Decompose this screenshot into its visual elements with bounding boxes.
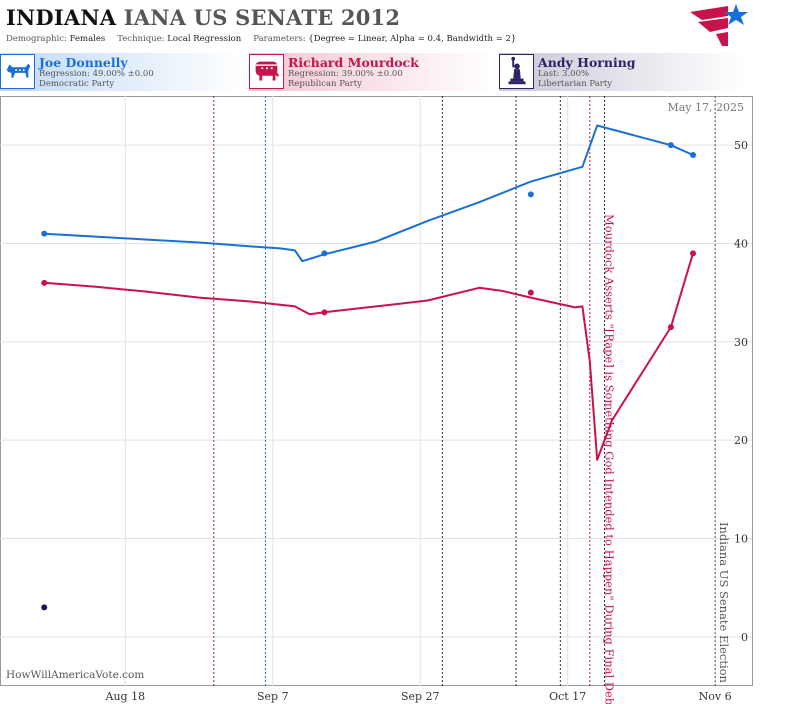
data-point bbox=[690, 152, 697, 158]
candidate-legend: Joe Donnelly Regression: 49.00% ±0.00 De… bbox=[0, 53, 750, 93]
watermark: HowWillAmericaVote.com bbox=[6, 669, 144, 681]
candidate-card-republican[interactable]: Richard Mourdock Regression: 39.00% ±0.0… bbox=[249, 53, 494, 91]
x-tick-label: Nov 6 bbox=[699, 690, 732, 703]
candidate-name: Richard Mourdock bbox=[288, 55, 419, 70]
series-lines bbox=[41, 124, 697, 611]
candidate-last-value: Last: 3.00% bbox=[538, 69, 590, 79]
site-logo-icon bbox=[690, 4, 748, 46]
candidate-name: Andy Horning bbox=[538, 55, 636, 70]
candidate-party: Libertarian Party bbox=[538, 79, 613, 89]
parameters-key: Parameters: bbox=[253, 34, 306, 44]
candidate-card-libertarian[interactable]: Andy Horning Last: 3.00% Libertarian Par… bbox=[499, 53, 744, 91]
data-point bbox=[321, 309, 328, 316]
data-point bbox=[667, 324, 674, 331]
page-title: INDIANA IANA US SENATE 2012 bbox=[6, 5, 400, 30]
annotation-label: Mourdock Asserts "[Rape] is Something Go… bbox=[603, 214, 617, 704]
event-lines bbox=[213, 96, 716, 686]
x-tick-label: Oct 17 bbox=[549, 690, 586, 703]
axis-ticks: 0 10 20 30 40 50 Aug 18 Sep 7 Sep 27 Oct 17 Nov 6 bbox=[105, 139, 748, 703]
annotations: Mourdock Asserts "[Rape] is Something Go… bbox=[603, 214, 732, 704]
header: INDIANA IANA US SENATE 2012 Demographic:… bbox=[0, 0, 750, 52]
statue-of-liberty-icon bbox=[499, 54, 534, 89]
candidate-party: Republican Party bbox=[288, 79, 362, 89]
candidate-party: Democratic Party bbox=[39, 79, 115, 89]
date-stamp: May 17, 2025 bbox=[667, 101, 744, 114]
grid bbox=[0, 96, 752, 686]
annotation-label: Indiana US Senate Election bbox=[717, 522, 731, 684]
x-tick-label: Sep 27 bbox=[401, 690, 440, 703]
elephant-icon bbox=[249, 54, 284, 89]
technique-value: Local Regression bbox=[167, 34, 242, 44]
data-point bbox=[41, 604, 48, 611]
demographic-key: Demographic: bbox=[6, 34, 67, 44]
candidate-regression: Regression: 39.00% ±0.00 bbox=[288, 69, 403, 79]
y-tick-label: 10 bbox=[734, 533, 748, 546]
data-point bbox=[41, 279, 48, 286]
candidate-name: Joe Donnelly bbox=[39, 55, 128, 70]
title-race: IANA US SENATE 2012 bbox=[123, 5, 401, 30]
plot-frame bbox=[0, 96, 753, 686]
parameters-value: {Degree = Linear, Alpha = 0.4, Bandwidth… bbox=[308, 34, 517, 44]
y-tick-label: 20 bbox=[734, 434, 748, 447]
data-point bbox=[527, 289, 534, 296]
series-line bbox=[44, 253, 694, 461]
data-point bbox=[321, 250, 328, 257]
title-state: INDIANA bbox=[6, 5, 117, 30]
parameters-line: Demographic: Females Technique: Local Reg… bbox=[6, 34, 516, 44]
data-point bbox=[527, 191, 534, 198]
data-point bbox=[41, 230, 48, 237]
data-point bbox=[667, 142, 674, 149]
x-tick-label: Sep 7 bbox=[257, 690, 289, 703]
y-tick-label: 50 bbox=[734, 139, 748, 152]
data-point bbox=[690, 250, 697, 257]
y-tick-label: 40 bbox=[734, 238, 748, 251]
technique-key: Technique: bbox=[117, 34, 165, 44]
candidate-regression: Regression: 49.00% ±0.00 bbox=[39, 69, 154, 79]
demographic-value: Females bbox=[69, 34, 106, 44]
y-tick-label: 30 bbox=[734, 336, 748, 349]
candidate-card-democrat[interactable]: Joe Donnelly Regression: 49.00% ±0.00 De… bbox=[0, 53, 245, 91]
series-line bbox=[44, 124, 694, 263]
y-tick-label: 0 bbox=[741, 631, 748, 644]
x-tick-label: Aug 18 bbox=[105, 690, 146, 703]
donkey-icon bbox=[0, 54, 35, 89]
